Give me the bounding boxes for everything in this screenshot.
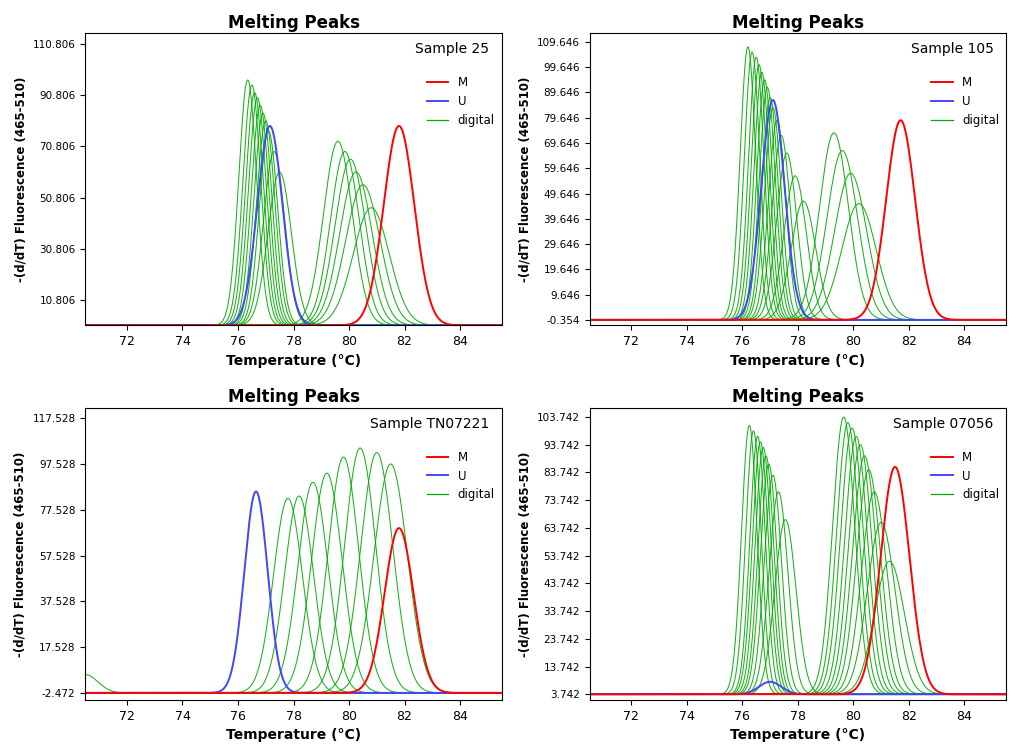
Legend: M, U, digital: M, U, digital <box>422 446 499 507</box>
X-axis label: Temperature (°C): Temperature (°C) <box>730 728 864 742</box>
Y-axis label: -(d/dT) Fluorescence (465-510): -(d/dT) Fluorescence (465-510) <box>518 76 531 282</box>
Title: Melting Peaks: Melting Peaks <box>732 14 863 32</box>
Title: Melting Peaks: Melting Peaks <box>227 389 359 407</box>
Text: Sample 07056: Sample 07056 <box>893 417 993 431</box>
X-axis label: Temperature (°C): Temperature (°C) <box>226 728 361 742</box>
Text: Sample TN07221: Sample TN07221 <box>370 417 489 431</box>
Y-axis label: -(d/dT) Fluorescence (465-510): -(d/dT) Fluorescence (465-510) <box>518 451 531 657</box>
X-axis label: Temperature (°C): Temperature (°C) <box>730 354 864 367</box>
Title: Melting Peaks: Melting Peaks <box>227 14 359 32</box>
Text: Sample 105: Sample 105 <box>910 42 993 56</box>
Legend: M, U, digital: M, U, digital <box>422 71 499 132</box>
Text: Sample 25: Sample 25 <box>415 42 489 56</box>
Legend: M, U, digital: M, U, digital <box>926 446 1003 507</box>
X-axis label: Temperature (°C): Temperature (°C) <box>226 354 361 367</box>
Title: Melting Peaks: Melting Peaks <box>732 389 863 407</box>
Y-axis label: -(d/dT) Fluorescence (465-510): -(d/dT) Fluorescence (465-510) <box>14 76 28 282</box>
Legend: M, U, digital: M, U, digital <box>926 71 1003 132</box>
Y-axis label: -(d/dT) Fluorescence (465-510): -(d/dT) Fluorescence (465-510) <box>14 451 26 657</box>
